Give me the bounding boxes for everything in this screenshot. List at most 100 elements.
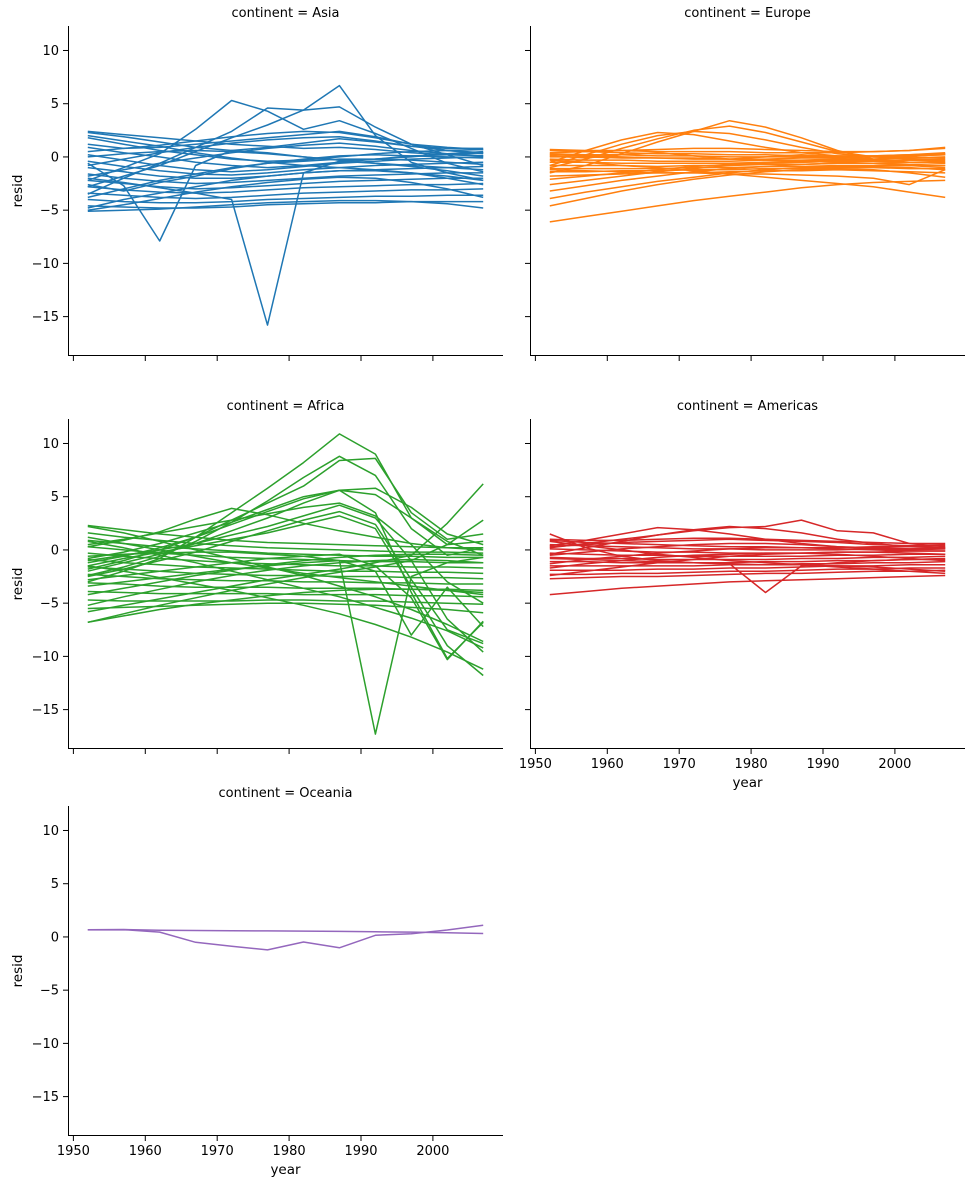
- series-line: [87, 134, 484, 186]
- facet-title: continent = Asia: [231, 6, 339, 21]
- x-tick-label: 1950: [519, 757, 552, 772]
- x-tick-label: 1970: [201, 1144, 234, 1159]
- y-tick-label: −10: [32, 1037, 59, 1052]
- series-line: [87, 177, 484, 190]
- series-line: [87, 558, 484, 607]
- x-tick-label: 1980: [273, 1144, 306, 1159]
- series-line: [87, 553, 484, 596]
- x-axis-label: year: [732, 775, 763, 791]
- series-line: [87, 510, 484, 645]
- x-tick-label: 1960: [591, 757, 624, 772]
- y-tick-label: 0: [51, 930, 59, 945]
- series-line: [87, 539, 484, 559]
- series-line: [549, 574, 946, 596]
- series-line: [549, 168, 946, 186]
- series-line: [549, 564, 946, 571]
- series-line: [87, 158, 484, 199]
- y-tick-label: 5: [51, 97, 59, 112]
- y-tick-label: −15: [32, 703, 59, 718]
- x-axis-label: year: [270, 1162, 301, 1178]
- series-line: [87, 194, 484, 204]
- series-line: [549, 560, 946, 567]
- series-line: [87, 160, 484, 176]
- series-line: [549, 551, 946, 577]
- y-tick-label: −10: [32, 650, 59, 665]
- x-tick-label: 1960: [129, 1144, 162, 1159]
- y-tick-label: −15: [32, 1090, 59, 1105]
- series-line: [87, 558, 484, 575]
- facet-asia: 10 5 0 −5 −10 −15 continent = Asia resid: [10, 6, 503, 361]
- y-tick-label: 5: [51, 877, 59, 892]
- series-line: [87, 565, 484, 670]
- series-line: [87, 188, 484, 200]
- y-axis-label: resid: [10, 955, 26, 988]
- series-line: [87, 588, 484, 624]
- x-tick-label: 2000: [878, 757, 911, 772]
- series-line: [87, 154, 484, 192]
- y-tick-label: 0: [51, 543, 59, 558]
- series-line: [87, 536, 484, 596]
- facet-americas: 1950 1960 1970 1980 1990 2000 continent = Amer…: [519, 399, 965, 791]
- series-line: [549, 154, 946, 169]
- series-line: [87, 566, 484, 580]
- series-line: [87, 135, 484, 167]
- y-tick-label: −5: [40, 597, 59, 612]
- facet-africa: 10 5 0 −5 −10 −15 continent = Africa resid: [10, 399, 503, 754]
- series-line: [87, 457, 484, 570]
- series-line: [87, 489, 484, 660]
- series-line: [87, 142, 484, 177]
- y-tick-label: −10: [32, 257, 59, 272]
- series-line: [87, 149, 484, 171]
- series-line: [87, 532, 484, 554]
- series-line: [87, 176, 484, 211]
- x-tick-label: 1990: [806, 757, 839, 772]
- series-line: [549, 540, 946, 575]
- series-line: [549, 151, 946, 160]
- y-tick-label: 10: [42, 437, 59, 452]
- y-tick-label: −5: [40, 204, 59, 219]
- facet-title: continent = Africa: [227, 399, 345, 414]
- series-line: [87, 524, 484, 549]
- y-tick-label: 5: [51, 490, 59, 505]
- series-line: [87, 504, 484, 653]
- x-tick-label: 1950: [57, 1144, 90, 1159]
- facet-oceania: 10 5 0 −5 −10 −15 1950 1960 1970 1980 1990 2000 cont…: [10, 786, 503, 1178]
- series-line: [87, 182, 484, 194]
- series-line: [549, 547, 946, 565]
- facet-title: continent = Europe: [684, 6, 811, 21]
- facet-title: continent = Americas: [677, 399, 818, 414]
- series-line: [87, 540, 484, 649]
- series-line: [549, 168, 946, 177]
- series-line: [549, 537, 946, 545]
- series-line: [87, 928, 484, 935]
- y-tick-label: 10: [42, 44, 59, 59]
- series-line: [87, 602, 484, 614]
- y-tick-label: −5: [40, 984, 59, 999]
- x-tick-label: 1970: [663, 757, 696, 772]
- series-line: [549, 526, 946, 550]
- series-line: [87, 573, 484, 585]
- y-axis-label: resid: [10, 175, 26, 208]
- series-line: [87, 199, 484, 212]
- y-tick-label: 0: [51, 150, 59, 165]
- series-line: [87, 552, 484, 569]
- series-line: [87, 137, 484, 162]
- series-line: [87, 130, 484, 155]
- series-line: [87, 599, 484, 605]
- series-line: [549, 146, 946, 154]
- series-line: [87, 545, 484, 564]
- facet-europe: continent = Europe: [525, 6, 965, 361]
- series-line: [549, 552, 946, 569]
- series-line: [87, 489, 484, 560]
- y-tick-label: −15: [32, 310, 59, 325]
- y-axis-label: resid: [10, 568, 26, 601]
- x-tick-label: 1980: [735, 757, 768, 772]
- x-tick-label: 2000: [416, 1144, 449, 1159]
- series-line: [87, 924, 484, 951]
- x-tick-label: 1990: [344, 1144, 377, 1159]
- facet-title: continent = Oceania: [219, 786, 353, 801]
- series-line: [549, 158, 946, 165]
- series-line: [549, 569, 946, 580]
- series-line: [87, 483, 484, 613]
